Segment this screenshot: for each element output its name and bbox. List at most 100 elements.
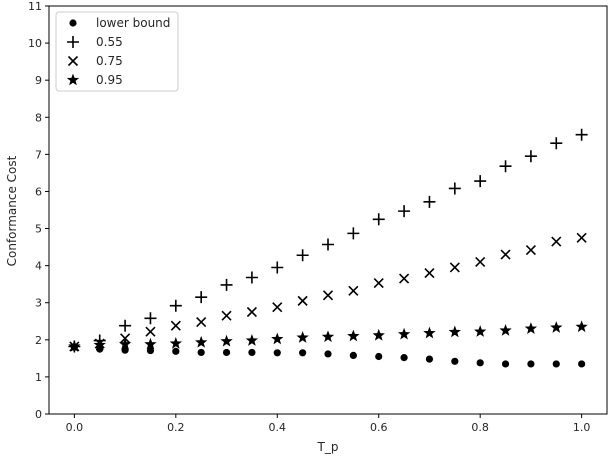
data-point [195,291,208,304]
legend-label: 0.95 [96,73,123,87]
data-point [271,261,284,274]
y-tick-label: 7 [35,148,42,161]
data-point [474,325,487,337]
x-tick-label: 0.8 [471,421,489,434]
plot-frame [48,5,608,415]
data-point [397,327,411,340]
data-point [500,249,511,260]
legend-marker [66,73,80,86]
legend-marker [67,36,79,48]
data-point [474,175,487,188]
data-point [296,249,309,262]
data-point [197,348,205,357]
data-points [68,128,588,368]
data-point [575,128,588,141]
x-tick-label: 0.0 [66,421,84,434]
y-tick-label: 2 [35,334,42,347]
data-point [550,321,563,333]
data-point [451,357,459,365]
data-point [524,322,538,334]
y-tick-label: 1 [35,371,42,384]
plot-area [48,5,608,415]
data-point [322,238,334,251]
data-point [475,256,486,267]
x-tick-label: 0.6 [370,421,388,434]
data-point [499,160,512,173]
y-tick-label: 4 [35,260,42,273]
data-point [221,310,232,321]
data-point [527,360,535,368]
data-point [121,346,129,354]
data-point [146,346,155,355]
y-tick-label: 10 [28,37,42,50]
data-point [299,349,307,357]
x-tick-label: 0.4 [269,421,287,434]
data-point [271,332,284,345]
legend-marker [67,55,79,67]
series-3 [68,320,588,352]
data-point [476,359,484,367]
data-point [297,295,308,306]
data-point [144,337,157,350]
data-point [145,326,156,337]
data-point [501,360,510,368]
data-point [524,150,537,163]
data-point [449,262,460,273]
series-0 [70,343,586,368]
data-point [372,213,385,226]
data-point [398,205,411,218]
data-point [245,271,258,284]
legend: lower bound 0.55 0.75 0.95 [55,11,179,92]
data-point [324,350,332,358]
data-point [245,334,259,346]
data-point [373,278,384,289]
data-point [448,182,461,195]
y-axis-label: Conformance Cost [5,155,19,266]
data-point [575,320,588,333]
data-point [296,331,309,343]
data-point [321,330,335,343]
data-point [424,267,435,279]
data-point [222,348,231,357]
y-tick-label: 5 [35,223,42,236]
data-point [399,273,410,284]
data-point [272,302,283,313]
y-tick-label: 8 [35,111,42,124]
data-point [423,195,436,208]
data-point [550,137,563,150]
data-point [220,278,233,291]
data-point [68,339,81,352]
series-1 [68,128,588,353]
data-point [273,349,281,357]
y-tick-label: 11 [28,0,42,13]
data-point [375,352,383,361]
y-axis-ticks: 0 1 2 3 4 5 6 7 8 9 10 11 [28,0,49,421]
data-point [246,306,257,318]
x-tick-label: 0.2 [167,421,185,434]
legend-marker [69,19,77,27]
legend-label: 0.55 [96,35,123,49]
data-point [172,347,180,355]
data-point [248,348,256,357]
x-tick-label: 1.0 [573,421,591,434]
y-tick-label: 6 [35,185,42,198]
data-point [349,351,357,359]
data-point [372,328,385,341]
data-point [196,316,207,328]
data-point [499,324,512,336]
x-axis-label: T_p [317,440,339,454]
data-point [118,337,132,350]
data-point [576,232,587,243]
data-point [322,290,334,301]
data-point [552,360,560,368]
series-2 [69,232,587,352]
data-point [525,244,536,256]
data-point [169,337,182,349]
x-axis-ticks: 0.0 0.2 0.4 0.6 0.8 1.0 [66,414,591,434]
y-tick-label: 3 [35,297,42,310]
data-point [93,338,106,351]
data-point [170,320,181,331]
data-point [220,334,233,347]
legend-box [55,11,179,92]
